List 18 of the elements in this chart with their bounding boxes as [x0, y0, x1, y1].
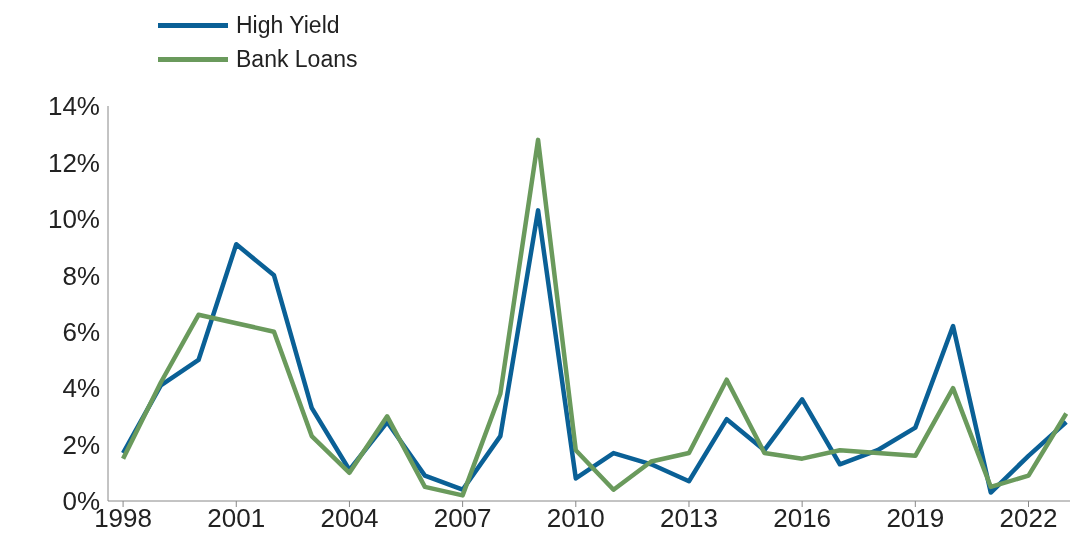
y-tick-label: 8%	[62, 260, 100, 291]
x-tick-label: 2019	[886, 503, 945, 534]
line-series	[120, 137, 1069, 498]
y-tick-label: 12%	[47, 147, 100, 178]
x-tick-label: 2010	[546, 503, 605, 534]
x-tick-label: 2016	[773, 503, 832, 534]
x-tick-label: 2004	[320, 503, 379, 534]
y-tick-label: 14%	[47, 91, 100, 122]
y-tick-label: 4%	[62, 373, 100, 404]
y-tick-label: 10%	[47, 204, 100, 235]
x-tick-label: 2013	[660, 503, 718, 534]
y-tick-label: 6%	[62, 316, 100, 347]
x-tick-label: 2007	[433, 503, 492, 534]
x-tick-label: 2001	[207, 503, 266, 534]
x-tick-label: 2022	[999, 503, 1058, 534]
y-tick-label: 2%	[62, 429, 100, 460]
legend-label: High Yield	[236, 11, 340, 39]
legend-label: Bank Loans	[236, 45, 358, 73]
